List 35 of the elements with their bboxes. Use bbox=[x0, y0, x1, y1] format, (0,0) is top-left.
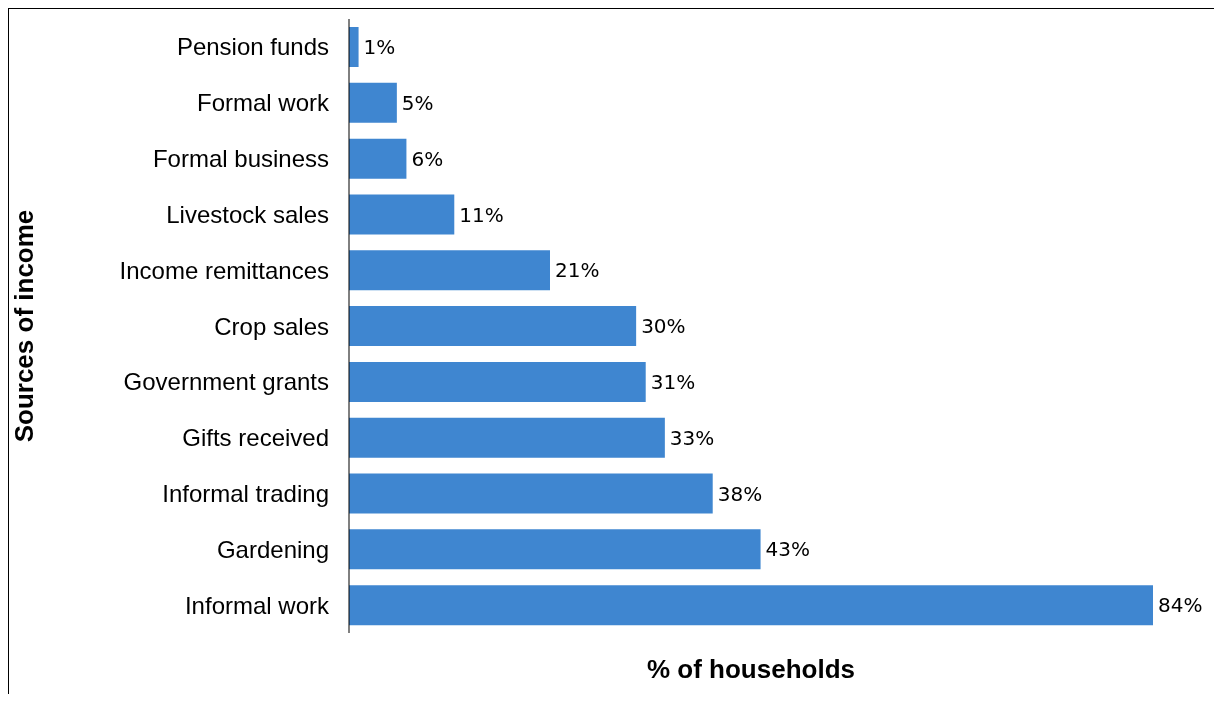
bar bbox=[349, 27, 359, 67]
y-tick-label: Income remittances bbox=[119, 256, 329, 284]
y-tick-label: Livestock sales bbox=[166, 200, 329, 228]
bar bbox=[349, 473, 713, 514]
data-label: 84% bbox=[1158, 593, 1203, 618]
data-label: 43% bbox=[765, 537, 811, 562]
bar bbox=[349, 529, 761, 570]
bar bbox=[349, 138, 407, 179]
y-tick-label: Crop sales bbox=[214, 312, 329, 340]
bar bbox=[349, 82, 397, 123]
data-label: 33% bbox=[669, 425, 715, 450]
bar bbox=[349, 417, 665, 458]
y-tick-label: Informal work bbox=[184, 591, 330, 619]
data-label: 11% bbox=[459, 202, 504, 227]
y-axis-title: Sources of income bbox=[9, 209, 40, 443]
y-tick-label: Gardening bbox=[216, 535, 329, 563]
bar bbox=[349, 361, 646, 402]
x-axis-title: % of households bbox=[647, 654, 855, 684]
bar bbox=[349, 306, 637, 347]
y-tick-label: Formal business bbox=[152, 145, 329, 173]
data-label: 21% bbox=[555, 258, 600, 283]
bar bbox=[349, 585, 1153, 626]
data-label: 31% bbox=[650, 370, 696, 395]
y-tick-label: Formal work bbox=[196, 89, 330, 117]
data-label: 38% bbox=[717, 481, 763, 506]
data-label: 5% bbox=[401, 90, 434, 115]
y-tick-label: Government grants bbox=[123, 368, 329, 396]
data-label: 6% bbox=[411, 146, 444, 171]
data-label: 30% bbox=[641, 314, 686, 339]
bar bbox=[349, 194, 455, 235]
y-tick-label: Pension funds bbox=[176, 33, 329, 61]
bar bbox=[349, 250, 550, 291]
data-label: 1% bbox=[363, 35, 396, 60]
y-tick-label: Gifts received bbox=[182, 424, 329, 452]
y-tick-label: Informal trading bbox=[162, 479, 329, 507]
